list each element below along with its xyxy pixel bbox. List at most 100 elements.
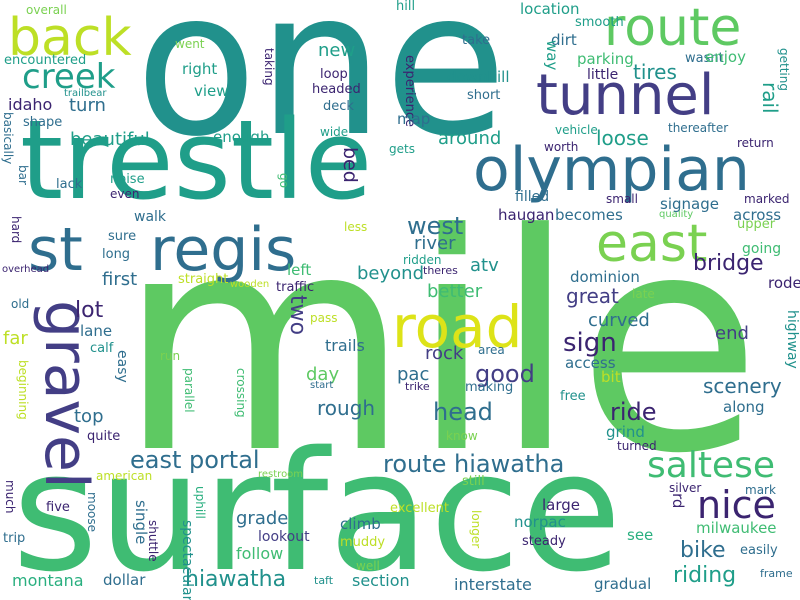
- cloud-word: enjoy: [705, 48, 746, 66]
- cloud-word: route hiawatha: [383, 450, 565, 478]
- cloud-word: little: [587, 67, 619, 83]
- cloud-word: sure: [108, 229, 137, 244]
- cloud-word: section: [352, 571, 410, 590]
- cloud-word: good: [475, 360, 535, 388]
- cloud-word: run: [160, 349, 181, 363]
- cloud-word: pass: [310, 311, 338, 325]
- cloud-word: five: [46, 500, 70, 515]
- cloud-word: pac: [397, 364, 430, 385]
- cloud-word: tires: [633, 60, 677, 84]
- cloud-word: uphill: [193, 486, 207, 519]
- cloud-word: easily: [740, 543, 778, 558]
- cloud-word: basically: [1, 112, 15, 165]
- cloud-word: hard: [9, 216, 23, 244]
- cloud-word: wide: [320, 125, 349, 139]
- cloud-word: right: [182, 60, 218, 78]
- cloud-word: bit: [601, 368, 621, 386]
- cloud-word: know: [446, 429, 478, 443]
- cloud-word: sign: [563, 328, 617, 358]
- cloud-word: bar: [16, 165, 30, 185]
- cloud-word: climb: [340, 515, 381, 533]
- cloud-word: area: [478, 343, 505, 357]
- cloud-word: gets: [389, 142, 415, 156]
- cloud-word: trip: [3, 531, 26, 546]
- cloud-word: creek: [22, 57, 116, 97]
- cloud-word: steady: [522, 534, 566, 549]
- cloud-word: dirt: [551, 31, 577, 49]
- cloud-word: filled: [515, 189, 550, 205]
- cloud-word: head: [433, 398, 493, 426]
- cloud-word: overhead: [2, 264, 50, 275]
- cloud-word: overall: [26, 3, 67, 17]
- cloud-word: rail: [758, 82, 782, 114]
- cloud-word: dominion: [570, 268, 640, 286]
- cloud-word: left: [287, 261, 312, 279]
- cloud-word: enough: [213, 128, 270, 146]
- cloud-word: small: [606, 192, 638, 206]
- cloud-word: shuttle: [146, 520, 160, 562]
- cloud-word: top: [74, 406, 104, 427]
- cloud-word: back: [8, 8, 132, 68]
- cloud-word: marked: [744, 192, 790, 206]
- cloud-word: turn: [69, 95, 106, 116]
- cloud-word: turned: [617, 439, 657, 453]
- cloud-word: still: [462, 474, 485, 489]
- cloud-word: bike: [680, 538, 726, 563]
- cloud-word: great: [566, 284, 619, 308]
- cloud-word: free: [560, 389, 586, 404]
- cloud-word: regis: [150, 215, 297, 285]
- cloud-word: wooden: [230, 279, 270, 290]
- cloud-word: haugan: [498, 206, 555, 224]
- cloud-word: lack: [56, 177, 83, 192]
- cloud-word: upper: [737, 217, 776, 232]
- cloud-word: two: [285, 295, 310, 336]
- cloud-word: mark: [745, 483, 776, 497]
- cloud-word: frame: [760, 567, 793, 580]
- cloud-word: spectacular: [179, 520, 195, 600]
- cloud-word: noise: [110, 172, 145, 187]
- cloud-word: longer: [469, 510, 483, 549]
- cloud-word: smooth: [575, 15, 624, 30]
- cloud-word: quality: [659, 209, 694, 220]
- cloud-word: highway: [784, 310, 800, 369]
- cloud-word: parking: [577, 50, 634, 68]
- cloud-word: american: [96, 469, 153, 483]
- cloud-word: moose: [85, 492, 99, 533]
- cloud-word: making: [465, 380, 514, 395]
- cloud-word: riding: [673, 563, 737, 588]
- cloud-word: way: [543, 40, 561, 71]
- cloud-word: curved: [588, 310, 650, 331]
- cloud-word: beyond: [357, 263, 424, 284]
- cloud-word: hiawatha: [185, 567, 287, 592]
- cloud-word: crossing: [234, 368, 248, 418]
- cloud-word: bridge: [693, 251, 764, 276]
- cloud-word: much: [3, 480, 17, 514]
- cloud-word: ridden: [403, 253, 442, 267]
- cloud-word: around: [438, 128, 502, 149]
- cloud-word: bed: [339, 147, 361, 183]
- cloud-word: excellent: [390, 501, 449, 516]
- cloud-word: downhill: [447, 68, 510, 86]
- cloud-word: short: [467, 88, 501, 103]
- cloud-word: headed: [312, 82, 361, 97]
- cloud-word: tunnel: [536, 63, 715, 128]
- cloud-word: one: [135, 0, 508, 181]
- cloud-word: west: [407, 212, 464, 240]
- cloud-word: late: [632, 287, 655, 301]
- cloud-word: saltese: [647, 445, 775, 486]
- cloud-word: nice: [697, 483, 776, 527]
- cloud-word: norpac: [514, 513, 566, 531]
- cloud-word: rd: [669, 493, 687, 509]
- cloud-word: interstate: [454, 575, 532, 594]
- cloud-word: mile: [118, 170, 762, 519]
- cloud-word: taking: [262, 48, 276, 86]
- cloud-word: calf: [90, 341, 114, 356]
- cloud-word: new: [318, 40, 356, 61]
- cloud-word: straight: [178, 272, 229, 287]
- cloud-word: walk: [134, 209, 167, 225]
- cloud-word: rode: [768, 274, 800, 292]
- cloud-word: go: [277, 173, 291, 188]
- cloud-word: end: [715, 323, 749, 344]
- cloud-word: first: [102, 269, 138, 290]
